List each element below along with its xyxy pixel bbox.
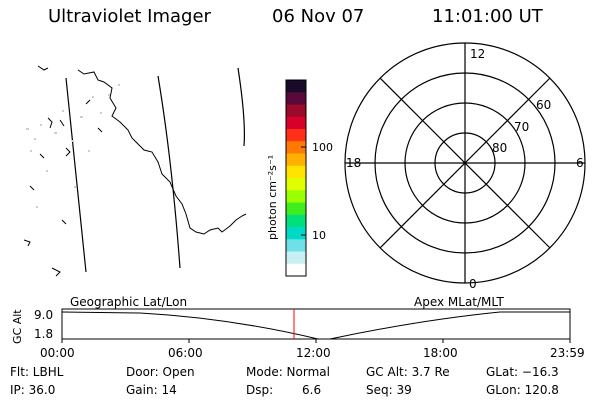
coastline bbox=[97, 127, 103, 133]
dsp-label: Dsp: bbox=[246, 383, 274, 397]
coastline bbox=[29, 185, 35, 191]
apex-mlat-mlt-label: Apex MLat/MLT bbox=[414, 295, 504, 309]
ip-status: IP: 36.0 bbox=[10, 383, 56, 397]
instrument-title: Ultraviolet Imager bbox=[48, 6, 211, 27]
colorbar-segment bbox=[286, 165, 306, 179]
x-tick-1200: 12:00 bbox=[296, 346, 331, 360]
gain-status: Gain: 14 bbox=[126, 383, 177, 397]
colorbar-segment bbox=[286, 116, 306, 130]
coastline bbox=[47, 117, 53, 129]
colorbar-tick-10: 10 bbox=[312, 229, 326, 242]
mlat-label-70: 70 bbox=[514, 120, 530, 134]
longitude-line bbox=[157, 75, 181, 269]
dsp-value: 6.6 bbox=[302, 383, 322, 397]
glon-status: GLon: 120.8 bbox=[486, 383, 559, 397]
colorbar-segment bbox=[286, 263, 306, 277]
colorbar-segment bbox=[286, 92, 306, 105]
x-tick-2359: 23:59 bbox=[550, 346, 585, 360]
aurora-specks bbox=[26, 84, 120, 208]
gc-alt-status: GC Alt: 3.7 Re bbox=[366, 365, 450, 379]
coastline bbox=[39, 153, 45, 159]
x-tick-0000: 00:00 bbox=[40, 346, 75, 360]
colorbar-tick-100: 100 bbox=[312, 141, 333, 154]
coastline bbox=[51, 267, 61, 277]
x-tick-0600: 06:00 bbox=[168, 346, 203, 360]
mlt-label-18: 18 bbox=[346, 156, 362, 170]
coastline bbox=[77, 69, 247, 235]
longitude-line bbox=[237, 67, 245, 147]
coastline bbox=[85, 99, 91, 105]
longitude-line bbox=[65, 77, 87, 273]
filter-status: Flt: LBHL bbox=[10, 365, 64, 379]
glat-status: GLat: −16.3 bbox=[486, 365, 559, 379]
coastline bbox=[61, 219, 67, 225]
door-status: Door: Open bbox=[126, 365, 195, 379]
colorbar-segment bbox=[286, 153, 306, 167]
colorbar-segment bbox=[286, 227, 306, 240]
mlat-label-60: 60 bbox=[536, 98, 552, 112]
colorbar-segment bbox=[286, 239, 306, 252]
x-tick-1800: 18:00 bbox=[423, 346, 458, 360]
y-tick-9: 9.0 bbox=[34, 308, 54, 322]
coastline bbox=[65, 147, 71, 157]
mlt-label-6: 6 bbox=[576, 156, 584, 170]
colorbar-segment bbox=[286, 80, 306, 93]
colorbar-segment bbox=[286, 202, 306, 216]
coastline bbox=[59, 119, 65, 127]
seq-status: Seq: 39 bbox=[366, 383, 412, 397]
colorbar-segment bbox=[286, 104, 306, 118]
colorbar-segment bbox=[286, 141, 306, 154]
coastline bbox=[23, 239, 31, 247]
observation-time: 11:01:00 UT bbox=[432, 6, 543, 27]
colorbar-segment bbox=[286, 214, 306, 228]
mlat-label-80: 80 bbox=[492, 141, 508, 155]
colorbar-segment bbox=[286, 178, 306, 191]
colorbar-segment bbox=[286, 129, 306, 142]
mode-status: Mode: Normal bbox=[246, 365, 330, 379]
y-tick-1-8: 1.8 bbox=[34, 327, 54, 341]
colorbar-segment bbox=[286, 251, 306, 265]
altitude-curve bbox=[61, 311, 570, 340]
observation-date: 06 Nov 07 bbox=[272, 6, 365, 27]
colorbar-segment bbox=[286, 190, 306, 203]
geographic-latlon-label: Geographic Lat/Lon bbox=[70, 295, 188, 309]
mlt-label-12: 12 bbox=[470, 47, 486, 61]
mlt-label-0: 0 bbox=[469, 277, 477, 291]
coastline bbox=[37, 65, 49, 71]
